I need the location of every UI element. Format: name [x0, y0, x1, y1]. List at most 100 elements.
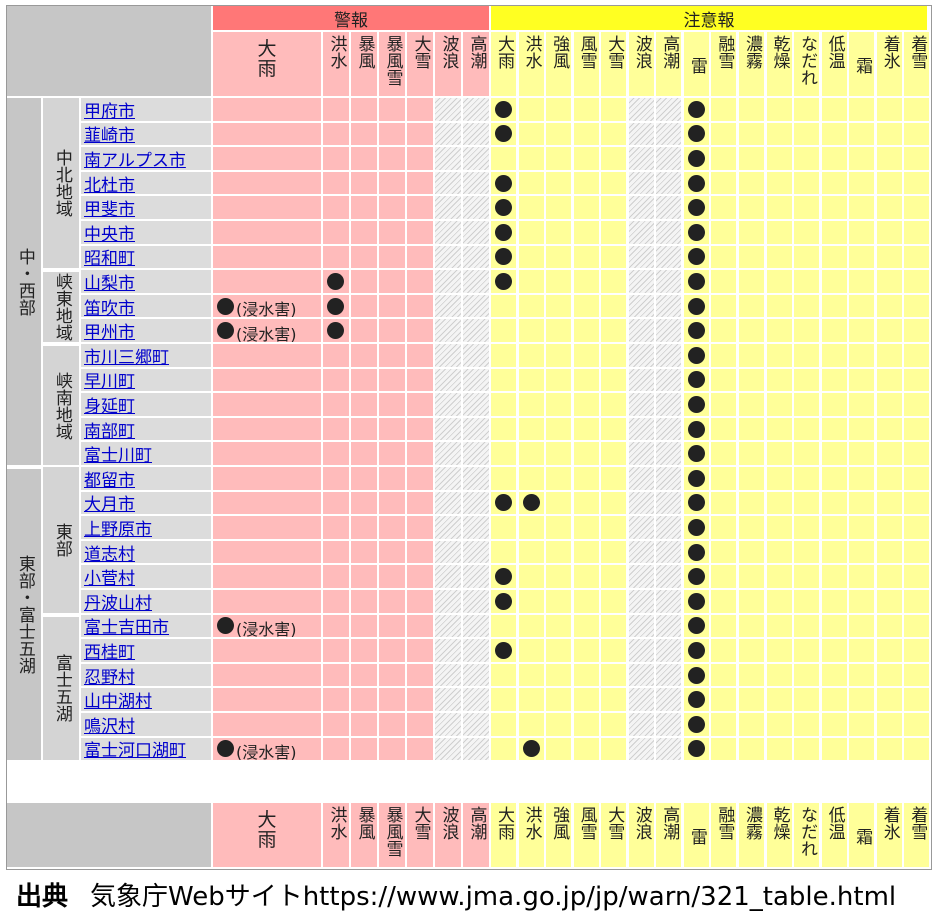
advisory-cell: [546, 417, 572, 441]
warning-col-header-bottom: 高潮: [463, 803, 489, 867]
municipality-link[interactable]: 忍野村: [81, 663, 211, 687]
warning-cell: [463, 442, 489, 465]
municipality-link[interactable]: 上野原市: [81, 516, 211, 539]
municipality-link[interactable]: 鳴沢村: [81, 713, 211, 736]
advisory-cell: [656, 221, 682, 244]
advisory-cell: [711, 245, 737, 269]
advisory-cell: [876, 540, 902, 564]
municipality-link[interactable]: 道志村: [81, 540, 211, 564]
advisory-cell: [821, 147, 847, 170]
warning-cell: [407, 565, 433, 588]
municipality-link[interactable]: 山梨市: [81, 270, 211, 293]
advisory-cell: [876, 713, 902, 736]
warning-group-header: 警報: [213, 6, 489, 30]
warning-col-header-top: 暴風: [351, 32, 377, 96]
municipality-link[interactable]: 早川町: [81, 368, 211, 392]
advisory-cell: [738, 319, 764, 342]
warning-cell: [351, 565, 377, 588]
advisory-cell: [794, 442, 820, 465]
municipality-link[interactable]: 韮崎市: [81, 122, 211, 146]
advisory-dot: [495, 272, 512, 290]
advisory-cell: [849, 147, 875, 170]
advisory-cell: [601, 417, 627, 441]
warning-cell: [351, 663, 377, 687]
municipality-link[interactable]: 昭和町: [81, 245, 211, 269]
municipality-link[interactable]: 山中湖村: [81, 688, 211, 711]
advisory-cell: [491, 171, 516, 195]
advisory-cell: [573, 540, 599, 564]
municipality-link[interactable]: 南アルプス市: [81, 147, 211, 170]
advisory-cell: [904, 467, 930, 490]
warning-cell: [351, 614, 377, 638]
advisory-cell: [573, 565, 599, 588]
advisory-cell: [683, 98, 709, 121]
advisory-cell: [628, 171, 654, 195]
advisory-cell: [876, 737, 902, 761]
advisory-cell: [656, 516, 682, 539]
warning-cell: [407, 344, 433, 367]
municipality-link[interactable]: 甲府市: [81, 98, 211, 121]
advisory-cell: [904, 639, 930, 662]
warning-cell: [463, 417, 489, 441]
municipality-link[interactable]: 中央市: [81, 221, 211, 244]
advisory-dot: [687, 469, 705, 487]
advisory-cell: [683, 737, 709, 761]
advisory-cell: [738, 713, 764, 736]
municipality-link[interactable]: 富士吉田市: [81, 614, 211, 638]
warning-cell: [213, 122, 321, 146]
advisory-cell: [518, 393, 544, 416]
advisory-col-header-top: 低温: [821, 32, 847, 96]
municipality-link[interactable]: 都留市: [81, 467, 211, 490]
warning-cell: [213, 639, 321, 662]
advisory-col-header-bottom: 大雪: [601, 803, 627, 867]
warning-cell: [379, 98, 405, 121]
municipality-link[interactable]: 甲斐市: [81, 196, 211, 219]
municipality-link[interactable]: 南部町: [81, 417, 211, 441]
warning-cell: [213, 663, 321, 687]
advisory-cell: [628, 590, 654, 613]
advisory-cell: [628, 196, 654, 219]
advisory-cell: [683, 516, 709, 539]
municipality-link[interactable]: 富士川町: [81, 442, 211, 465]
municipality-link[interactable]: 笛吹市: [81, 294, 211, 318]
warning-cell: [463, 196, 489, 219]
warning-cell: [323, 344, 349, 367]
warning-cell: [463, 245, 489, 269]
advisory-cell: [738, 294, 764, 318]
advisory-cell: [656, 319, 682, 342]
advisory-cell: [766, 196, 792, 219]
warning-cell: [379, 270, 405, 293]
advisory-cell: [794, 344, 820, 367]
advisory-cell: [738, 147, 764, 170]
advisory-cell: [491, 368, 516, 392]
advisory-cell: [876, 171, 902, 195]
advisory-cell: [711, 122, 737, 146]
advisory-cell: [876, 663, 902, 687]
warning-cell: [351, 344, 377, 367]
municipality-link[interactable]: 丹波山村: [81, 590, 211, 613]
warning-cell: [435, 590, 461, 613]
warning-cell: [407, 98, 433, 121]
municipality-link[interactable]: 西桂町: [81, 639, 211, 662]
advisory-cell: [849, 540, 875, 564]
advisory-cell: [766, 688, 792, 711]
warning-cell: [323, 417, 349, 441]
advisory-cell: [573, 614, 599, 638]
municipality-link[interactable]: 市川三郷町: [81, 344, 211, 367]
advisory-cell: [711, 344, 737, 367]
municipality-link[interactable]: 身延町: [81, 393, 211, 416]
municipality-link[interactable]: 小菅村: [81, 565, 211, 588]
municipality-link[interactable]: 北杜市: [81, 171, 211, 195]
warning-col-header-bottom: 暴風: [351, 803, 377, 867]
advisory-cell: [573, 122, 599, 146]
warning-cell: [407, 491, 433, 515]
advisory-dot: [495, 494, 512, 512]
warning-cell: [435, 147, 461, 170]
advisory-cell: [794, 663, 820, 687]
municipality-link[interactable]: 甲州市: [81, 319, 211, 342]
municipality-link[interactable]: 大月市: [81, 491, 211, 515]
municipality-link[interactable]: 富士河口湖町: [81, 737, 211, 761]
advisory-cell: [601, 294, 627, 318]
warning-cell: [379, 147, 405, 170]
advisory-cell: [794, 737, 820, 761]
